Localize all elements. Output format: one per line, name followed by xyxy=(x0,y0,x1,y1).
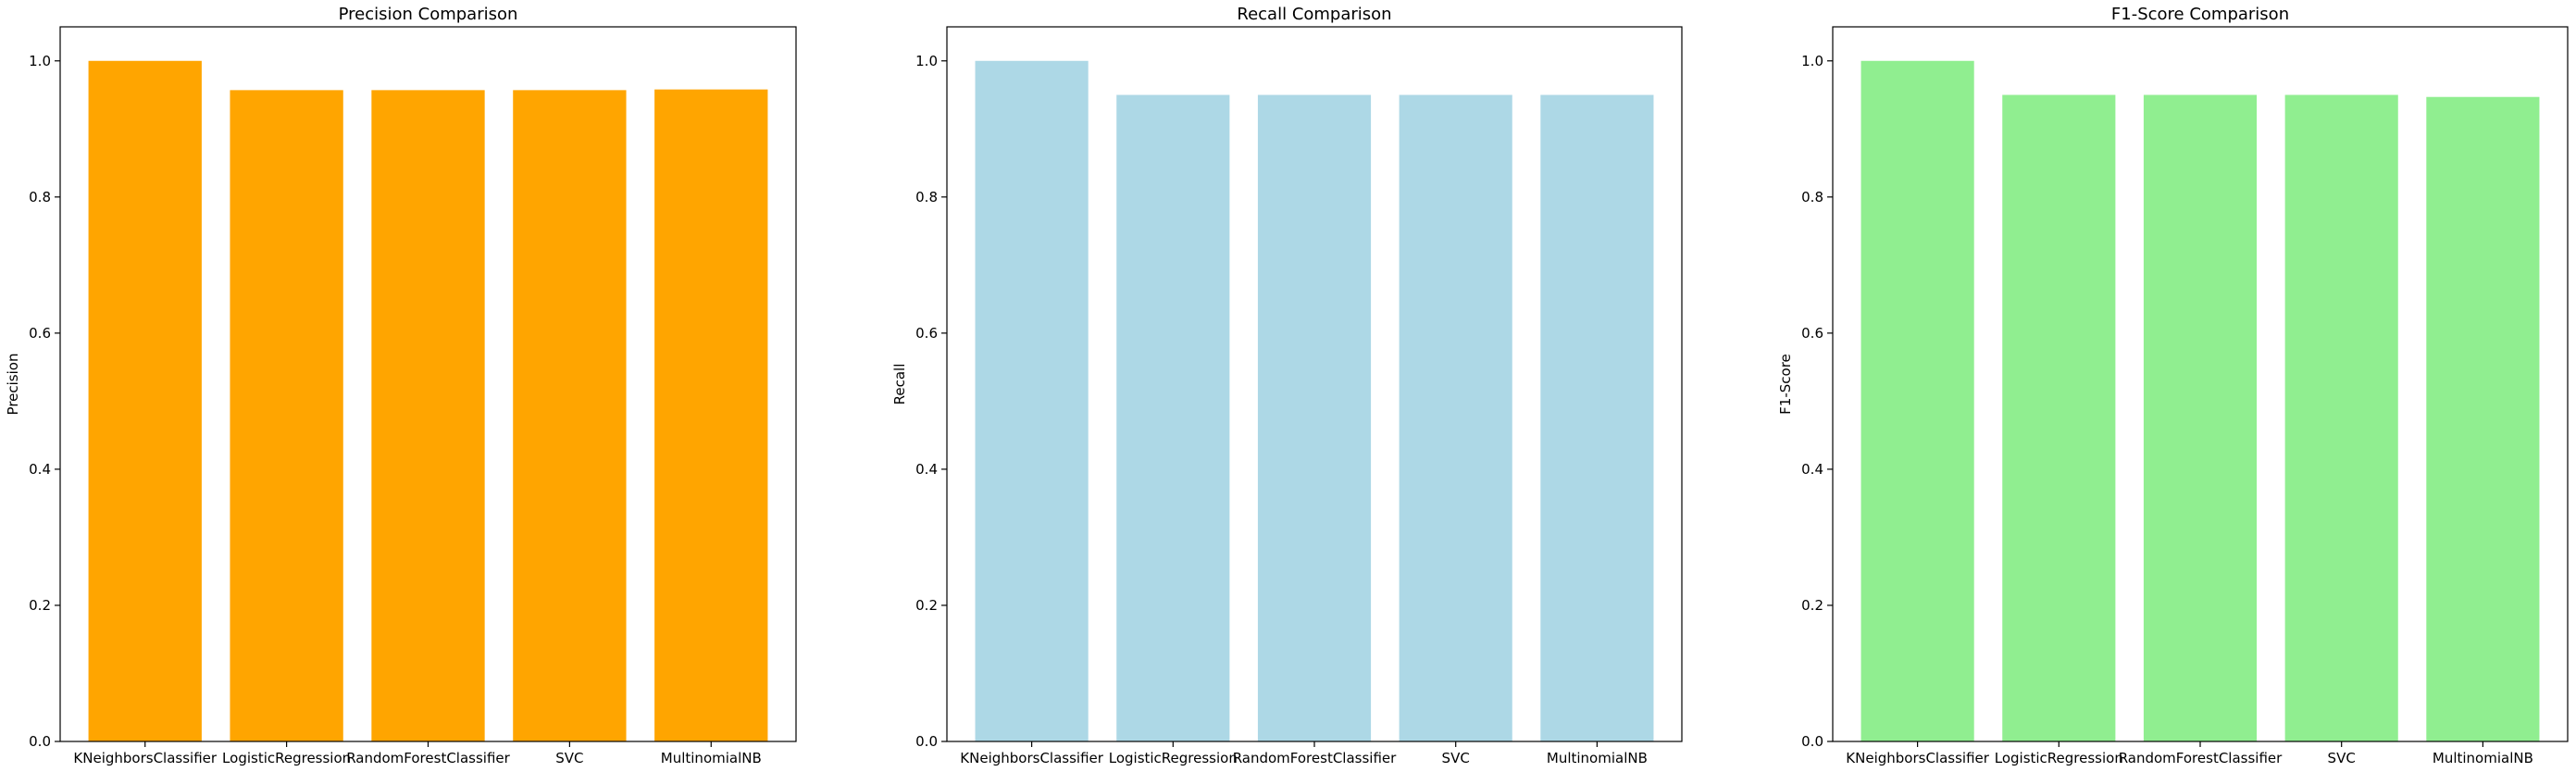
chart-title: Precision Comparison xyxy=(339,5,518,24)
x-tick-label: MultinomialNB xyxy=(1547,750,1648,766)
x-tick-label: SVC xyxy=(2328,750,2356,766)
x-tick-label: KNeighborsClassifier xyxy=(960,750,1103,766)
bar-kneighborsclassifier xyxy=(1860,60,1974,741)
x-tick-label: RandomForestClassifier xyxy=(2119,750,2283,766)
bar-logisticregression xyxy=(2002,94,2116,742)
chart-title: Recall Comparison xyxy=(1237,5,1391,24)
bar-multinomialnb xyxy=(654,89,768,741)
y-tick-label: 0.6 xyxy=(29,325,51,342)
x-tick-label: LogisticRegression xyxy=(1109,750,1238,766)
chart-panel-1: 0.0 0.2 0.4 0.6 0.8 1.0 KNeighborsClassifier Lo… xyxy=(5,5,797,766)
y-tick-label: 0.0 xyxy=(1801,733,1823,750)
bar-multinomialnb xyxy=(2426,96,2540,742)
x-tick-label: KNeighborsClassifier xyxy=(73,750,217,766)
y-tick-label: 0.4 xyxy=(29,461,51,478)
bar-randomforestclassifier xyxy=(371,90,485,742)
y-tick-label: 1.0 xyxy=(915,53,938,69)
x-tick-label: MultinomialNB xyxy=(2433,750,2533,766)
bar-svc xyxy=(513,90,627,742)
bar-randomforestclassifier xyxy=(1257,94,1372,742)
x-tick-label: RandomForestClassifier xyxy=(346,750,510,766)
y-tick-label: 0.6 xyxy=(1801,325,1823,342)
y-tick-label: 0.2 xyxy=(1801,597,1823,614)
chart-title: F1-Score Comparison xyxy=(2111,5,2289,24)
x-tick-label: LogisticRegression xyxy=(222,750,351,766)
x-tick-label: LogisticRegression xyxy=(1995,750,2123,766)
y-tick-label: 1.0 xyxy=(1801,53,1823,69)
y-axis-label: F1-Score xyxy=(1777,354,1794,415)
y-axis-label: Recall xyxy=(891,364,908,405)
y-tick-label: 0.6 xyxy=(915,325,938,342)
bar-svc xyxy=(2284,94,2398,742)
chart-panel-2: 0.0 0.2 0.4 0.6 0.8 1.0 KNeighborsClassifier Lo… xyxy=(891,5,1683,766)
y-tick-label: 0.8 xyxy=(915,189,938,205)
y-axis-label: Precision xyxy=(5,354,21,416)
y-tick-label: 0.0 xyxy=(29,733,51,750)
y-tick-label: 0.4 xyxy=(1801,461,1823,478)
bar-kneighborsclassifier xyxy=(88,60,202,741)
x-tick-label: SVC xyxy=(1442,750,1470,766)
y-tick-label: 0.8 xyxy=(1801,189,1823,205)
x-tick-label: SVC xyxy=(555,750,583,766)
x-tick-label: MultinomialNB xyxy=(661,750,762,766)
chart-panel-3: 0.0 0.2 0.4 0.6 0.8 1.0 KNeighborsClassifier Lo… xyxy=(1777,5,2569,766)
bar-logisticregression xyxy=(230,90,343,742)
y-tick-label: 0.2 xyxy=(915,597,938,614)
y-tick-label: 0.0 xyxy=(915,733,938,750)
x-tick-label: RandomForestClassifier xyxy=(1233,750,1397,766)
bar-svc xyxy=(1399,94,1512,742)
bar-kneighborsclassifier xyxy=(975,60,1089,741)
bar-multinomialnb xyxy=(1540,94,1654,742)
bar-logisticregression xyxy=(1116,94,1230,742)
y-tick-label: 0.8 xyxy=(29,189,51,205)
y-tick-label: 0.2 xyxy=(29,597,51,614)
y-tick-label: 1.0 xyxy=(29,53,51,69)
x-tick-label: KNeighborsClassifier xyxy=(1846,750,1989,766)
bar-randomforestclassifier xyxy=(2143,94,2258,742)
y-tick-label: 0.4 xyxy=(915,461,938,478)
